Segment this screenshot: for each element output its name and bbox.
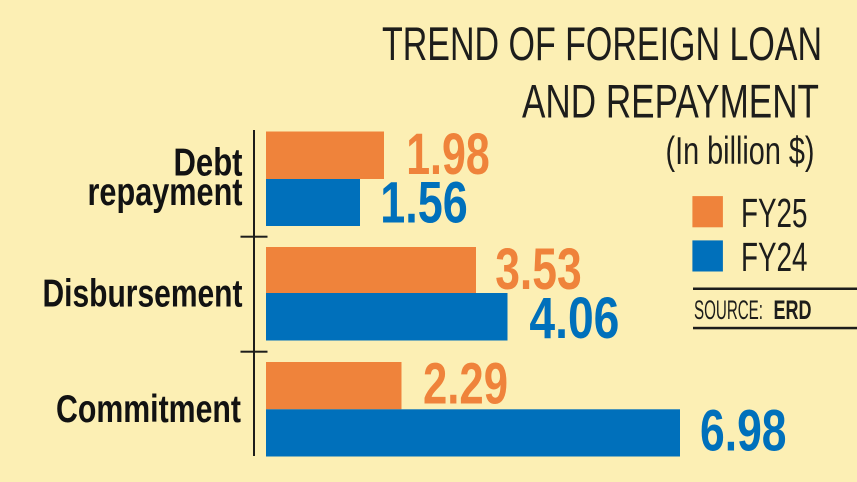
svg-text:1.98: 1.98 [406,122,490,187]
svg-text:4.06: 4.06 [529,286,619,351]
svg-text:Debt: Debt [174,142,243,185]
svg-text:Disbursement: Disbursement [43,272,243,315]
svg-text:1.56: 1.56 [380,171,468,236]
svg-text:ERD: ERD [774,295,812,325]
svg-text:3.53: 3.53 [495,237,582,302]
svg-text:FY25: FY25 [741,190,808,236]
svg-text:2.29: 2.29 [423,351,508,416]
svg-text:(In billion $): (In billion $) [666,130,815,173]
svg-text:6.98: 6.98 [700,399,787,464]
svg-text:Commitment: Commitment [56,388,241,431]
svg-text:SOURCE:: SOURCE: [694,295,763,325]
svg-text:TREND OF FOREIGN LOAN: TREND OF FOREIGN LOAN [382,17,822,70]
svg-text:repayment: repayment [88,171,243,214]
svg-text:AND REPAYMENT: AND REPAYMENT [522,76,819,129]
svg-text:FY24: FY24 [741,234,808,280]
